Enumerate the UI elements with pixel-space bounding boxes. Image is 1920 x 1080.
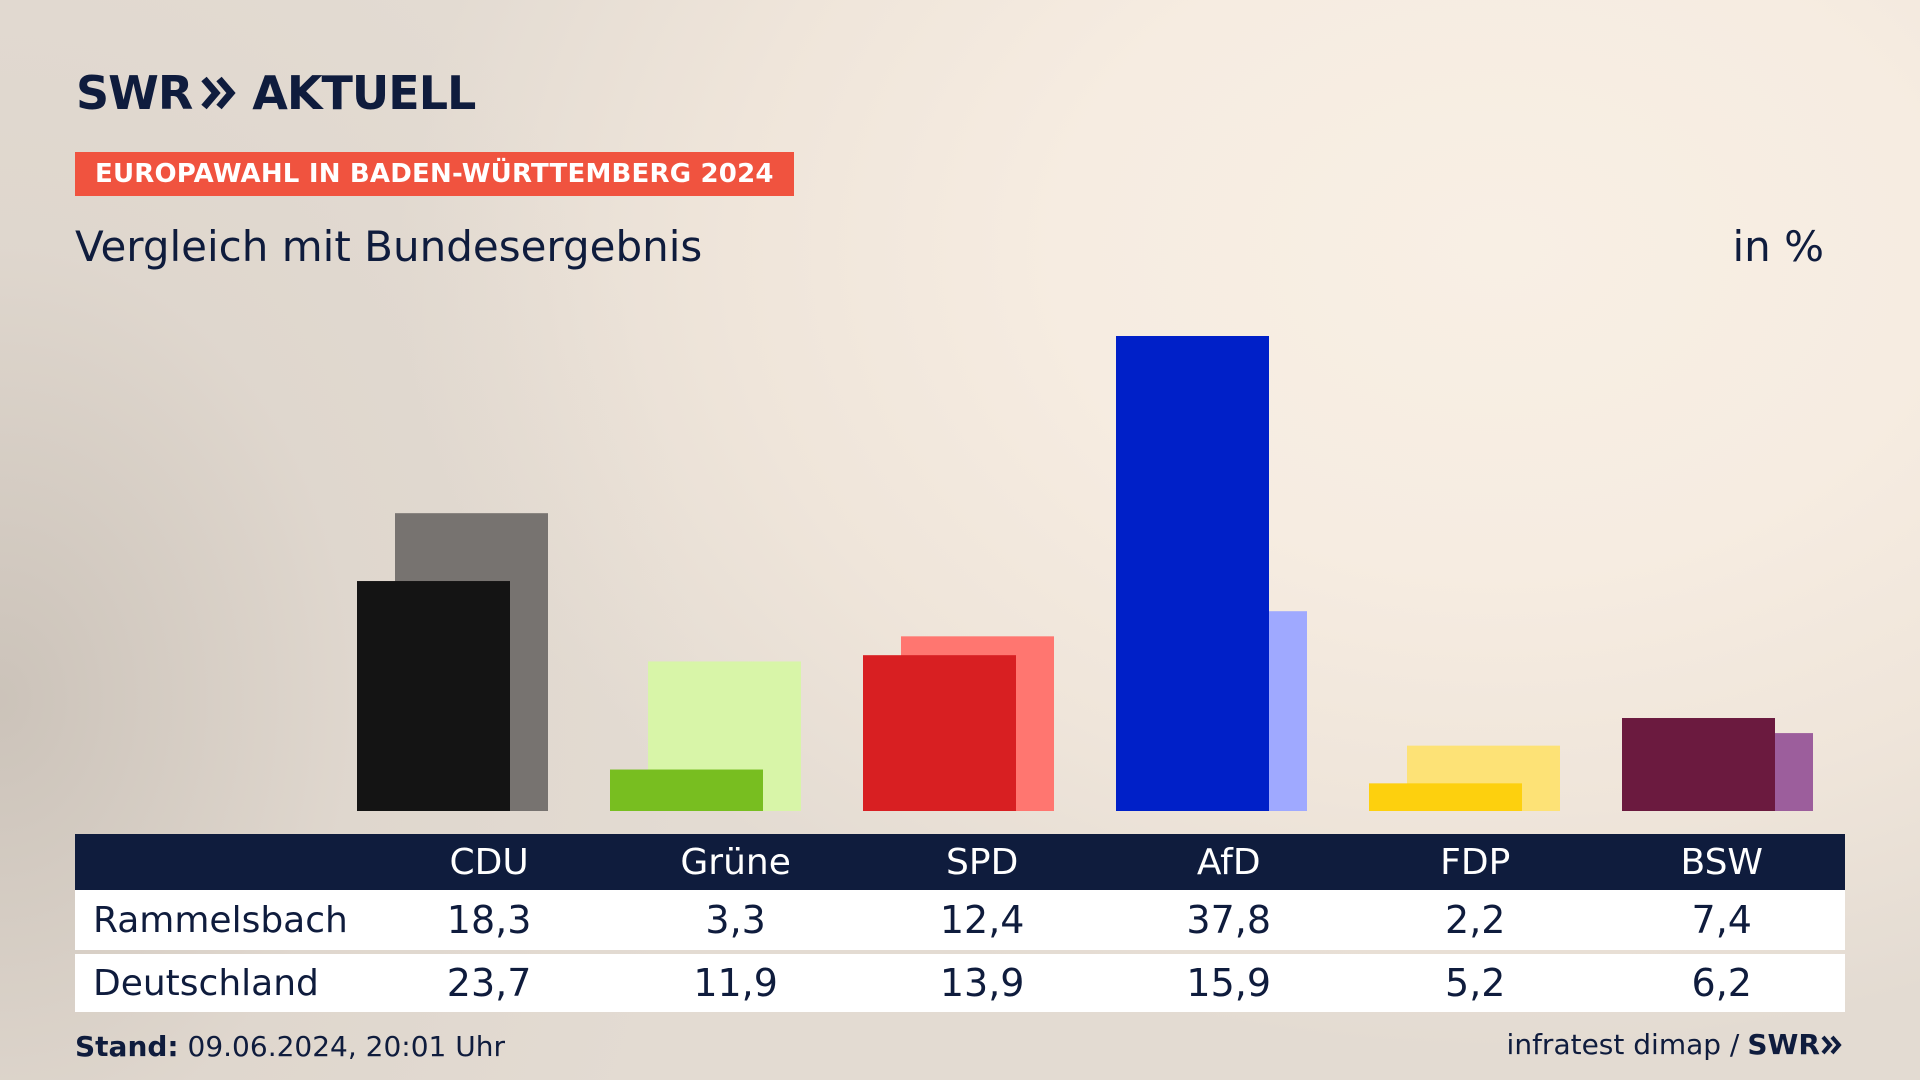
value-cell-cdu: 18,3 [446,898,532,942]
value-cell-spd: 13,9 [939,961,1025,1005]
chart-subtitle: Vergleich mit Bundesergebnis [75,222,703,271]
bar-rammelsbach-bsw [1622,718,1775,811]
results-table: CDU Grüne SPD AfD FDP BSW Rammelsbach 18,3 3,3… [75,834,1845,1012]
source-brand-text: SWR [1747,1028,1820,1061]
table-corner [75,834,366,890]
bar-rammelsbach-grüne [610,769,763,811]
value-cell-bsw: 7,4 [1691,898,1752,942]
source-credit: infratest dimap / SWR [1507,1028,1844,1061]
timestamp: Stand: 09.06.2024, 20:01 Uhr [75,1030,505,1063]
party-header-cdu: CDU [449,841,529,883]
election-badge: EUROPAWAHL IN BADEN-WÜRTTEMBERG 2024 [75,152,794,196]
value-cell-grüne: 11,9 [693,961,778,1005]
bar-rammelsbach-fdp [1369,783,1522,811]
value-cell-bsw: 6,2 [1691,961,1752,1005]
party-header-bsw: BSW [1680,841,1764,883]
party-header-fdp: FDP [1440,841,1511,883]
value-cell-afd: 37,8 [1186,898,1271,942]
swr-aktuell-logo: SWR AKTUELL [76,66,476,120]
bar-chart [357,336,1813,811]
row-label: Deutschland [93,962,319,1004]
bar-rammelsbach-cdu [357,581,510,811]
table-row-deutschland: Deutschland 23,7 11,9 13,9 15,9 5,2 6,2 [75,954,1845,1012]
party-header-grüne: Grüne [680,841,791,883]
bar-rammelsbach-afd [1116,336,1269,811]
row-label: Rammelsbach [93,899,348,941]
table-row-rammelsbach: Rammelsbach 18,3 3,3 12,4 37,8 2,2 7,4 [75,890,1845,950]
value-cell-afd: 15,9 [1186,961,1271,1005]
party-header-afd: AfD [1196,841,1261,883]
unit-label: in % [1732,222,1824,271]
party-header-spd: SPD [946,841,1019,883]
stand-value: 09.06.2024, 20:01 Uhr [187,1030,505,1063]
logo-aktuell-text: AKTUELL [252,66,476,120]
value-cell-fdp: 2,2 [1445,898,1506,942]
value-cell-spd: 12,4 [939,898,1025,942]
value-cell-grüne: 3,3 [705,898,766,942]
source-brand: SWR [1747,1028,1844,1061]
logo-swr-text: SWR [76,66,193,120]
table-header: CDU Grüne SPD AfD FDP BSW [75,834,1845,890]
double-chevron-icon [200,75,238,111]
stand-label: Stand: [75,1030,179,1063]
source-text: infratest dimap / [1506,1028,1740,1061]
value-cell-cdu: 23,7 [446,961,532,1005]
double-chevron-icon [1821,1035,1842,1054]
value-cell-fdp: 5,2 [1445,961,1506,1005]
bar-rammelsbach-spd [863,655,1016,811]
